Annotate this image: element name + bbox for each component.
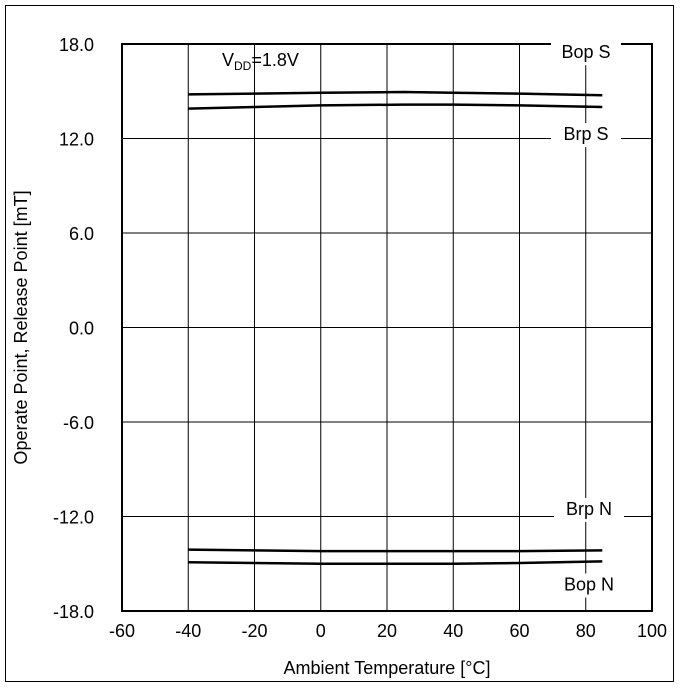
tick-layer: -60 -40 -20 0 20 40 60 80 100 18.0 12.0 6.0 0.0 -6.0 -… xyxy=(53,35,667,641)
x-tick-label: 0 xyxy=(316,621,326,641)
vdd-suffix: =1.8V xyxy=(251,50,299,70)
y-tick-label: 18.0 xyxy=(59,35,94,55)
x-tick-label: -20 xyxy=(241,621,267,641)
vdd-subscript: DD xyxy=(234,59,252,73)
series-line-brp-s xyxy=(188,103,603,110)
x-tick-label: 80 xyxy=(576,621,596,641)
y-tick-label: -18.0 xyxy=(53,602,94,622)
plot-area xyxy=(121,43,653,612)
series-layer xyxy=(188,90,603,566)
vdd-prefix: V xyxy=(222,50,234,70)
x-tick-label: -40 xyxy=(175,621,201,641)
label-layer: Bop S Brp S Brp N Bop N xyxy=(551,41,624,598)
series-line-bop-s xyxy=(188,90,603,97)
series-label-backing xyxy=(551,123,621,148)
series-label-backing xyxy=(551,41,621,66)
x-tick-label: 40 xyxy=(443,621,463,641)
x-tick-label: 100 xyxy=(637,621,667,641)
series-line-brp-n xyxy=(188,548,603,553)
x-tick-label: 60 xyxy=(509,621,529,641)
x-axis-label: Ambient Temperature [°C] xyxy=(284,658,491,678)
chart-frame xyxy=(5,5,674,682)
vdd-annotation: VDD=1.8V xyxy=(222,50,299,73)
series-label: Brp S xyxy=(563,124,608,144)
y-axis-label: Operate Point, Release Point [mT] xyxy=(11,190,31,464)
series-label-backing xyxy=(554,497,624,522)
x-tick-label: -60 xyxy=(109,621,135,641)
grid-layer xyxy=(122,44,652,611)
x-tick-label: 20 xyxy=(377,621,397,641)
series-line-bop-n xyxy=(188,560,603,566)
series-label-backing xyxy=(554,573,624,598)
y-tick-label: -12.0 xyxy=(53,508,94,528)
y-tick-label: -6.0 xyxy=(63,413,94,433)
series-label: Bop S xyxy=(561,42,610,62)
series-label: Brp N xyxy=(566,499,612,519)
y-tick-label: 6.0 xyxy=(69,224,94,244)
y-tick-label: 0.0 xyxy=(69,319,94,339)
series-label: Bop N xyxy=(564,575,614,595)
y-tick-label: 12.0 xyxy=(59,130,94,150)
